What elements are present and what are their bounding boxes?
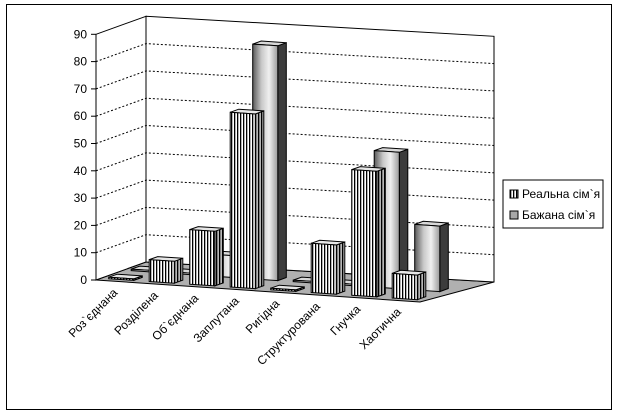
gridline <box>95 43 495 65</box>
bar-side <box>254 110 265 290</box>
legend-swatch-real <box>509 189 519 199</box>
bar-side <box>376 167 386 298</box>
bar-front <box>229 111 256 290</box>
bar <box>189 226 224 287</box>
gridline <box>95 70 495 92</box>
legend-box <box>502 179 604 229</box>
bar <box>391 269 427 301</box>
bar-front <box>270 287 297 292</box>
x-category-label: Роз`єднана <box>66 285 121 340</box>
bars <box>108 40 449 301</box>
x-category-label: Гнучка <box>327 302 363 338</box>
x-category-label: Хаотична <box>357 305 404 352</box>
gridline <box>95 97 495 119</box>
bar-front <box>148 259 175 284</box>
bar-side <box>214 227 224 287</box>
y-tick-label: 30 <box>74 191 88 205</box>
bar <box>148 256 184 284</box>
bar-side <box>335 241 346 295</box>
y-tick-label: 0 <box>80 273 87 287</box>
bar <box>229 108 265 290</box>
y-tick-label: 80 <box>74 55 88 69</box>
bar <box>351 166 386 298</box>
bar <box>310 239 346 295</box>
bar-side <box>398 148 409 290</box>
bar-side <box>277 41 287 282</box>
gridline <box>95 124 495 146</box>
bar-front <box>351 169 378 298</box>
y-axis-ticks: 0 10 20 30 40 50 60 70 80 90 <box>74 27 96 287</box>
y-tick-label: 10 <box>74 246 88 260</box>
y-tick-label: 60 <box>74 109 88 123</box>
legend-label-real: Реальна сім`я <box>522 187 600 201</box>
y-tick-label: 40 <box>74 164 88 178</box>
legend-label-desired: Бажана сім`я <box>522 208 595 222</box>
bar-side <box>173 257 184 284</box>
bar-side <box>439 222 449 293</box>
bar-front <box>391 272 418 301</box>
bar-side <box>416 271 427 301</box>
y-tick-label: 20 <box>74 218 88 232</box>
x-category-label: Ригідна <box>243 296 283 336</box>
left-wall <box>95 15 147 281</box>
legend: Реальна сім`я Бажана сім`я <box>502 179 604 229</box>
legend-swatch-desired <box>509 210 519 220</box>
bar <box>108 273 143 282</box>
bar <box>270 284 305 293</box>
bar-front <box>310 242 337 295</box>
y-tick-label: 70 <box>74 82 88 96</box>
bar-front <box>189 229 216 287</box>
y-tick-label: 90 <box>74 27 88 41</box>
bar-front <box>108 276 135 281</box>
y-tick-label: 50 <box>74 137 88 151</box>
